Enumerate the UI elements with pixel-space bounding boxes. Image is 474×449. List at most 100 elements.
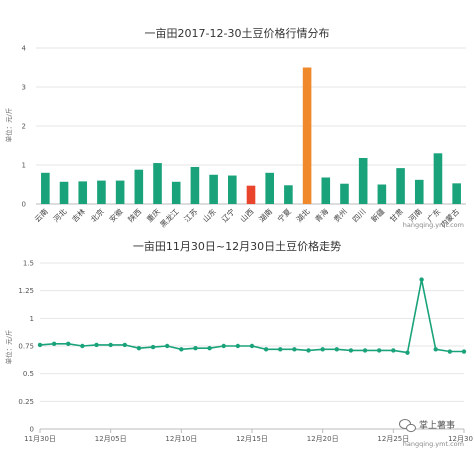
bar-湖南 [265,172,274,204]
bar-y-tick-label: 0 [22,201,26,209]
line-point-12月07日 [136,346,142,351]
line-y-tick-label: 1.25 [18,287,34,295]
wechat-icon [399,419,416,433]
line-x-tick-label: 12月20日 [307,435,339,443]
bar-x-tick-label: 新疆 [369,206,387,224]
line-point-12月22日 [348,348,354,353]
line-point-12月25日 [391,348,396,353]
bar-y-tick-label: 3 [22,84,26,92]
line-chart-title: 一亩田11月30日~12月30日土豆价格走势 [133,239,341,253]
line-point-12月09日 [165,343,170,349]
bar-chart-bars [41,67,461,204]
bar-重庆 [153,163,162,204]
line-point-12月13日 [221,343,226,349]
bar-chart-title: 一亩田2017-12-30土豆价格行情分布 [145,26,330,40]
line-point-12月30日 [461,349,467,354]
line-y-tick-label: 1 [30,315,34,323]
line-point-12月03日 [80,343,85,349]
bar-云南 [41,172,50,204]
bar-河南 [414,179,424,204]
bar-y-tick-label: 1 [22,162,26,170]
bar-贵州 [340,183,349,204]
bar-青海 [321,177,331,204]
bar-y-tick-label: 4 [22,45,27,53]
bar-新疆 [377,184,387,204]
line-chart-x-ticks: 11月30日 12月05日 12月10日 12月15日 12月20日 12月25日 12月3… [24,429,474,443]
bar-chart-ylabel: 单位：元/斤 [4,107,13,142]
line-x-tick-label: 12月10日 [165,435,197,443]
bar-北京 [97,180,106,204]
line-x-tick-label: 12月25日 [377,435,409,443]
bar-chart: 一亩田2017-12-30土豆价格行情分布 单位：元/斤 0 1 2 3 4 云南 河北吉… [4,26,466,229]
bar-x-tick-label: 山东 [200,206,218,224]
bar-x-tick-label: 四川 [351,207,368,224]
line-point-12月16日 [263,347,269,352]
line-point-12月10日 [179,347,184,352]
bar-x-tick-label: 山西 [238,206,256,224]
bar-江苏 [190,166,200,204]
bar-甘肃 [396,168,405,204]
line-y-tick-label: 0.75 [18,343,34,351]
line-y-tick-label: 0.5 [23,370,34,378]
bar-内蒙古 [452,183,461,204]
line-chart-watermark: hangqing.ymt.com [403,440,464,448]
bar-x-tick-label: 青海 [313,206,331,224]
bar-安徽 [115,180,125,204]
line-point-12月23日 [362,348,368,353]
line-chart-series [37,277,467,355]
line-point-12月01日 [51,341,57,346]
line-y-tick-label: 0 [30,426,34,434]
line-point-12月02日 [66,341,71,346]
line-point-12月20日 [320,347,325,352]
line-chart: 一亩田11月30日~12月30日土豆价格走势 单位：元/斤 0 0.25 0.5 0.… [4,239,474,448]
bar-x-tick-label: 江苏 [182,206,200,224]
bar-x-tick-label: 陕西 [126,206,144,224]
bar-黑龙江 [171,181,181,204]
bar-x-tick-label: 河北 [51,207,68,224]
bar-y-tick-label: 2 [22,123,26,131]
line-x-tick-label: 12月30日 [448,435,474,443]
bar-四川 [358,157,368,204]
bar-吉林 [78,181,88,204]
line-point-12月29日 [447,349,453,354]
bar-chart-y-ticks: 0 1 2 3 4 [22,45,27,209]
line-point-12月24日 [377,348,382,353]
line-chart-ylabel: 单位：元/斤 [4,329,13,364]
line-point-12月28日 [433,347,438,352]
line-y-tick-label: 0.25 [18,398,34,406]
bar-x-tick-label: 吉林 [69,206,87,224]
line-point-12月27日 [419,277,424,282]
line-x-tick-label: 11月30日 [24,435,56,443]
line-point-11月30日 [37,342,43,348]
bar-宁夏 [284,185,293,204]
line-x-tick-label: 12月15日 [236,435,268,443]
line-point-12月12日 [207,346,212,351]
line-point-12月21日 [334,347,339,352]
bar-山西 [246,185,256,204]
line-point-12月14日 [235,343,241,349]
line-point-12月06日 [122,342,128,348]
bar-x-tick-label: 云南 [32,206,50,224]
bar-x-tick-label: 北京 [88,206,106,224]
line-point-12月17日 [278,347,283,352]
bar-x-tick-label: 安徽 [107,206,125,224]
line-point-12月18日 [292,347,297,352]
line-chart-y-ticks: 0 0.25 0.5 0.75 1 1.25 1.5 [18,260,34,434]
bar-x-tick-label: 宁夏 [275,206,293,224]
line-point-12月11日 [193,346,198,351]
line-point-12月19日 [306,348,311,353]
bar-陕西 [134,169,144,204]
line-point-12月08日 [150,344,156,350]
brand-badge: 掌上薯事 [399,419,455,433]
bar-chart-gridlines [36,47,466,205]
bar-河北 [59,181,69,204]
bar-x-tick-label: 贵州 [331,206,349,224]
bar-x-tick-label: 湖北 [295,207,312,224]
bar-广东 [433,153,443,204]
bar-湖北 [302,67,312,204]
brand-text: 掌上薯事 [419,419,455,431]
line-x-tick-label: 12月05日 [95,435,127,443]
line-point-12月15日 [249,343,255,349]
bar-x-tick-label: 湖南 [256,206,274,224]
